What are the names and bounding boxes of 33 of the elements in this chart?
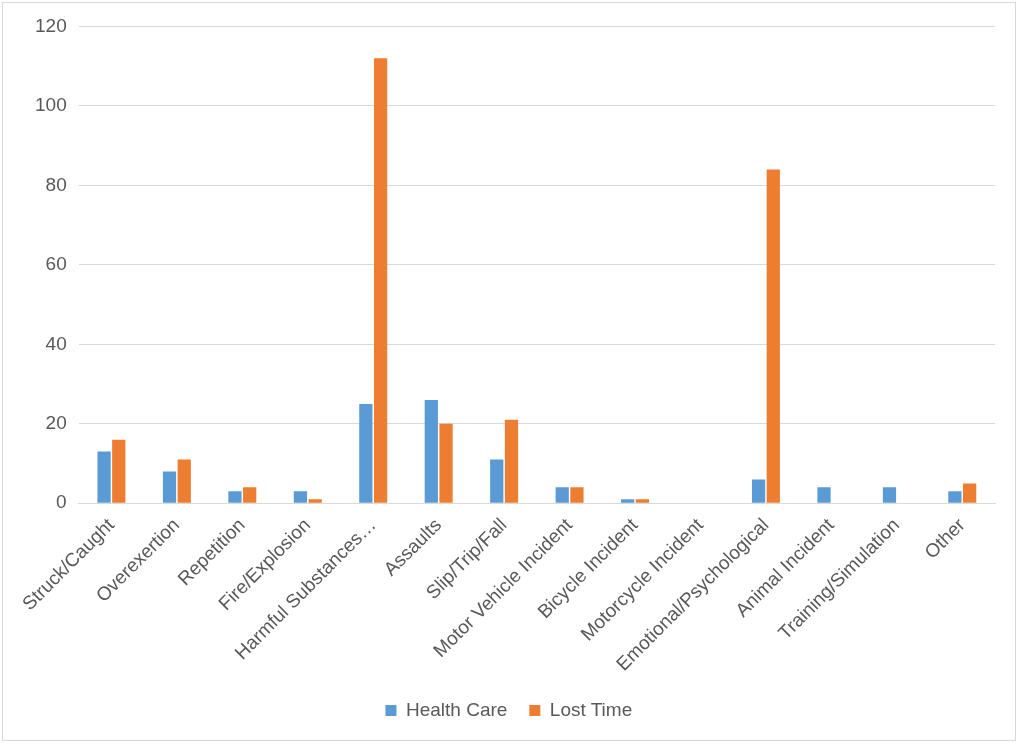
bar <box>948 491 962 503</box>
bar <box>555 487 569 503</box>
y-tick-label: 100 <box>35 94 67 116</box>
bar <box>882 487 897 503</box>
bar <box>243 487 257 503</box>
bar <box>293 491 308 503</box>
bar <box>177 459 191 503</box>
bar <box>359 403 373 503</box>
bar <box>766 169 780 503</box>
y-tick-label: 80 <box>45 173 67 195</box>
bar <box>424 399 438 503</box>
bar <box>228 491 242 503</box>
y-tick-label: 120 <box>35 14 67 36</box>
y-tick-label: 0 <box>56 491 67 513</box>
bar <box>504 419 519 503</box>
bar <box>373 58 388 503</box>
bar <box>490 459 504 503</box>
bar <box>308 499 322 503</box>
bar <box>817 487 831 503</box>
bar <box>570 487 584 503</box>
bar <box>162 471 177 503</box>
bar <box>635 499 650 503</box>
legend-label: Health Care <box>405 698 508 720</box>
bar <box>751 479 766 503</box>
bar <box>97 451 111 503</box>
bar <box>621 499 635 503</box>
y-tick-label: 40 <box>45 332 67 354</box>
bar <box>963 483 977 503</box>
y-tick-label: 60 <box>45 253 67 275</box>
legend-label: Lost Time <box>549 698 633 720</box>
bar <box>112 439 126 503</box>
bar <box>439 423 453 503</box>
y-tick-label: 20 <box>45 412 67 434</box>
